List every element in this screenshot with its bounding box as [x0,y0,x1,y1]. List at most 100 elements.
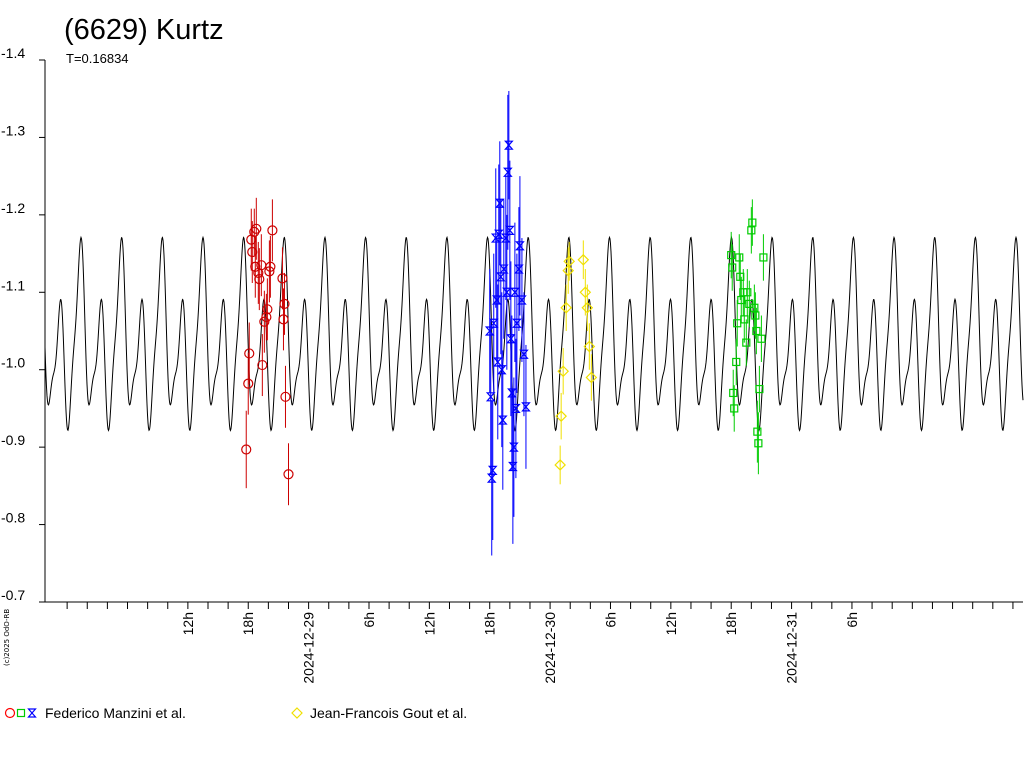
data-point [754,439,763,448]
data-point [560,301,573,314]
chart-title: (6629) Kurtz [64,14,224,46]
data-point [750,303,759,312]
y-tick-label: -0.7 [1,587,25,603]
x-tick-label: 18h [723,612,739,635]
x-tick-label: 6h [602,612,618,628]
data-point [728,263,737,272]
data-point [243,378,254,389]
data-point [585,371,598,384]
chart-subtitle: T=0.16834 [66,51,129,66]
data-point [554,459,567,471]
data-point [509,442,519,452]
data-point [521,402,531,412]
data-point [515,241,525,251]
copyright-credit: (c)2025 OdO-RB [3,609,11,666]
data-point [259,316,270,327]
data-point [244,348,255,359]
data-point [278,314,289,325]
data-point [753,427,762,436]
data-point [254,274,265,285]
data-point [517,295,527,305]
data-point [279,298,290,309]
data-point [751,311,760,320]
data-point [748,218,757,227]
series-diamond [554,240,598,485]
series-circle [241,197,294,506]
data-point [519,349,529,359]
data-point [562,264,575,277]
data-point [579,286,592,299]
data-point [581,301,594,314]
data-point [280,391,291,402]
data-point [757,334,766,343]
legend-label: Jean-Francois Gout et al. [310,705,467,721]
data-point [264,266,275,277]
data-point [583,340,596,353]
data-point [267,225,278,236]
series-hourglass [484,90,531,556]
data-point [265,261,276,272]
data-point [505,225,515,235]
y-ticks: -1.4 -1.3 -1.2 -1.1 -1.0 -0.9 -0.8 -0.7 [1,45,45,603]
data-point [251,223,262,234]
data-point [511,403,521,414]
data-point [740,315,749,324]
data-point [555,410,568,423]
y-tick-label: -0.8 [1,510,25,526]
data-point [742,338,751,347]
data-point [241,444,252,455]
data-point [488,318,499,328]
data-point [512,318,522,328]
data-point [732,357,741,367]
data-point [498,264,509,274]
data-point [730,404,739,413]
data-point [261,311,272,323]
data-point [743,288,752,297]
legend-label: Federico Manzini et al. [45,705,186,721]
data-point [510,287,520,297]
data-point [283,469,294,480]
data-point [577,253,590,266]
data-point [504,140,514,150]
model-curve [44,235,1024,432]
series-square [727,199,768,475]
x-tick-label: 12h [663,612,679,635]
y-tick-label: -1.2 [1,200,25,216]
y-tick-label: -0.9 [1,432,25,448]
data-point [563,255,576,268]
y-tick-label: -1.1 [1,277,25,293]
x-tick-label: 18h [482,612,498,635]
x-tick-label: 6h [361,612,377,628]
legend-marker-hourglass [27,708,37,718]
x-tick-label: 12h [421,612,437,635]
data-point [557,365,570,378]
y-tick-label: -1.4 [1,45,25,61]
legend-marker-square [16,708,26,718]
x-tick-label: 12h [180,612,196,635]
data-point [492,357,503,367]
x-ticks: 12h 18h 2024-12-29 6h 12h 18h 2024-12-30 6h 12h 1… [66,602,1014,684]
data-point [249,226,260,237]
data-point [257,359,268,371]
data-point [752,326,761,336]
x-tick-label: 2024-12-29 [301,612,317,684]
data-point [262,304,273,315]
data-point [729,388,738,398]
data-point [485,392,496,402]
legend-marker-circle [4,707,16,719]
data-point [502,287,512,297]
y-tick-label: -1.0 [1,355,25,371]
data-point [727,251,736,260]
data-point [755,384,764,394]
data-point [735,253,744,262]
x-tick-label: 18h [240,612,256,635]
data-point [497,415,508,425]
data-series [241,90,768,556]
data-point [487,465,498,475]
legend-marker-diamond [291,707,303,719]
y-tick-label: -1.3 [1,122,25,138]
x-tick-label: 2024-12-31 [784,612,800,684]
data-point [277,273,288,284]
model-curve-path [44,235,1024,432]
